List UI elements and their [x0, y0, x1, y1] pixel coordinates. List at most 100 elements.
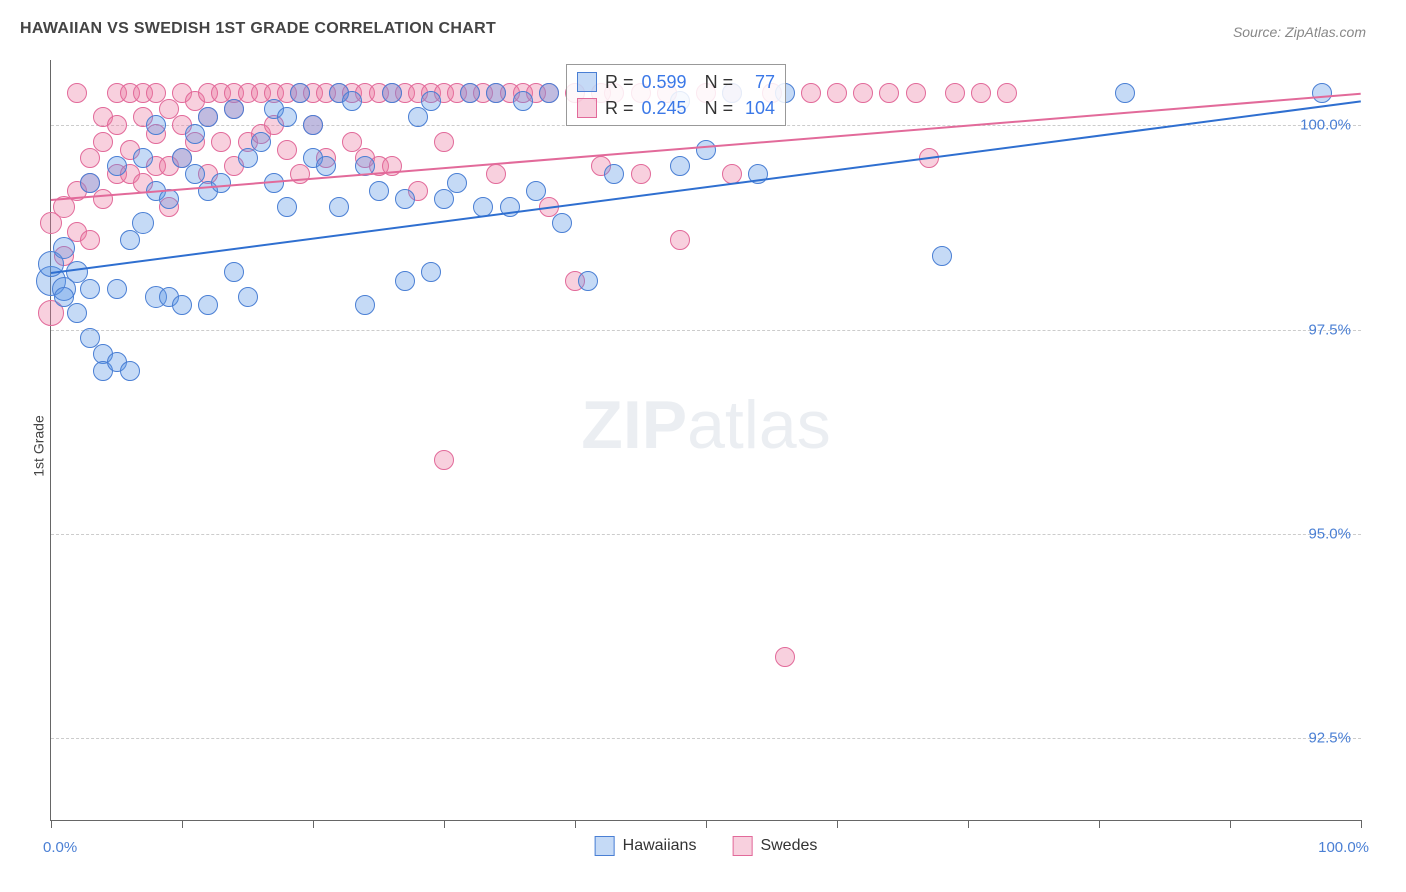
data-point — [539, 83, 559, 103]
legend-swatch — [595, 836, 615, 856]
n-label: N = — [705, 69, 734, 95]
data-point — [290, 83, 310, 103]
data-point — [277, 197, 297, 217]
legend-label: Hawaiians — [623, 837, 697, 855]
data-point — [696, 140, 716, 160]
data-point — [1312, 83, 1332, 103]
x-tick — [1099, 820, 1100, 828]
data-point — [460, 83, 480, 103]
data-point — [67, 83, 87, 103]
data-point — [395, 271, 415, 291]
data-point — [906, 83, 926, 103]
chart-container: HAWAIIAN VS SWEDISH 1ST GRADE CORRELATIO… — [0, 0, 1406, 892]
data-point — [1115, 83, 1135, 103]
data-point — [486, 164, 506, 184]
data-point — [303, 115, 323, 135]
data-point — [945, 83, 965, 103]
data-point — [211, 173, 231, 193]
data-point — [408, 107, 428, 127]
data-point — [879, 83, 899, 103]
data-point — [93, 189, 113, 209]
data-point — [132, 212, 154, 234]
data-point — [801, 83, 821, 103]
legend-item: Swedes — [732, 836, 817, 856]
gridline — [51, 738, 1361, 739]
x-tick — [51, 820, 52, 828]
data-point — [369, 181, 389, 201]
x-tick — [182, 820, 183, 828]
data-point — [329, 197, 349, 217]
legend-swatch — [577, 98, 597, 118]
data-point — [198, 295, 218, 315]
data-point — [434, 132, 454, 152]
data-point — [552, 213, 572, 233]
data-point — [211, 132, 231, 152]
data-point — [421, 91, 441, 111]
legend-item: Hawaiians — [595, 836, 697, 856]
data-point — [486, 83, 506, 103]
data-point — [107, 279, 127, 299]
bottom-legend: Hawaiians Swedes — [595, 836, 818, 856]
data-point — [251, 132, 271, 152]
data-point — [604, 164, 624, 184]
x-tick — [968, 820, 969, 828]
plot-area: ZIPatlas 92.5%95.0%97.5%100.0%0.0%100.0%… — [50, 60, 1361, 821]
x-tick — [575, 820, 576, 828]
data-point — [80, 230, 100, 250]
data-point — [853, 83, 873, 103]
data-point — [67, 303, 87, 323]
data-point — [932, 246, 952, 266]
x-tick — [1361, 820, 1362, 828]
data-point — [80, 279, 100, 299]
data-point — [421, 262, 441, 282]
data-point — [827, 83, 847, 103]
data-point — [382, 83, 402, 103]
data-point — [107, 156, 127, 176]
data-point — [185, 124, 205, 144]
y-axis-label: 1st Grade — [31, 415, 47, 476]
data-point — [146, 115, 166, 135]
x-label-left: 0.0% — [43, 839, 77, 856]
data-point — [342, 91, 362, 111]
gridline — [51, 330, 1361, 331]
n-label: N = — [705, 95, 734, 121]
data-point — [224, 262, 244, 282]
r-value: 0.599 — [642, 69, 687, 95]
data-point — [670, 156, 690, 176]
data-point — [578, 271, 598, 291]
r-label: R = — [605, 69, 634, 95]
data-point — [316, 156, 336, 176]
watermark-light: atlas — [687, 387, 831, 463]
data-point — [997, 83, 1017, 103]
data-point — [277, 140, 297, 160]
gridline — [51, 534, 1361, 535]
legend-swatch — [732, 836, 752, 856]
data-point — [53, 237, 75, 259]
x-tick — [444, 820, 445, 828]
data-point — [277, 107, 297, 127]
stats-row: R =0.245N =104 — [577, 95, 775, 121]
legend-swatch — [577, 72, 597, 92]
data-point — [198, 107, 218, 127]
data-point — [526, 181, 546, 201]
y-tick-label: 100.0% — [1300, 117, 1351, 134]
stats-box: R = 0.599 N = 77R =0.245N =104 — [566, 64, 786, 126]
watermark-bold: ZIP — [581, 387, 687, 463]
data-point — [290, 164, 310, 184]
trend-line — [51, 101, 1361, 275]
data-point — [434, 450, 454, 470]
data-point — [434, 189, 454, 209]
data-point — [133, 148, 153, 168]
x-tick — [1230, 820, 1231, 828]
data-point — [395, 189, 415, 209]
x-tick — [837, 820, 838, 828]
n-value: 77 — [741, 69, 775, 95]
data-point — [172, 295, 192, 315]
y-tick-label: 97.5% — [1308, 321, 1351, 338]
stats-row: R = 0.599 N = 77 — [577, 69, 775, 95]
x-label-right: 100.0% — [1318, 839, 1369, 856]
legend-label: Swedes — [760, 837, 817, 855]
data-point — [775, 647, 795, 667]
r-label: R = — [605, 95, 634, 121]
chart-title: HAWAIIAN VS SWEDISH 1ST GRADE CORRELATIO… — [20, 20, 496, 38]
